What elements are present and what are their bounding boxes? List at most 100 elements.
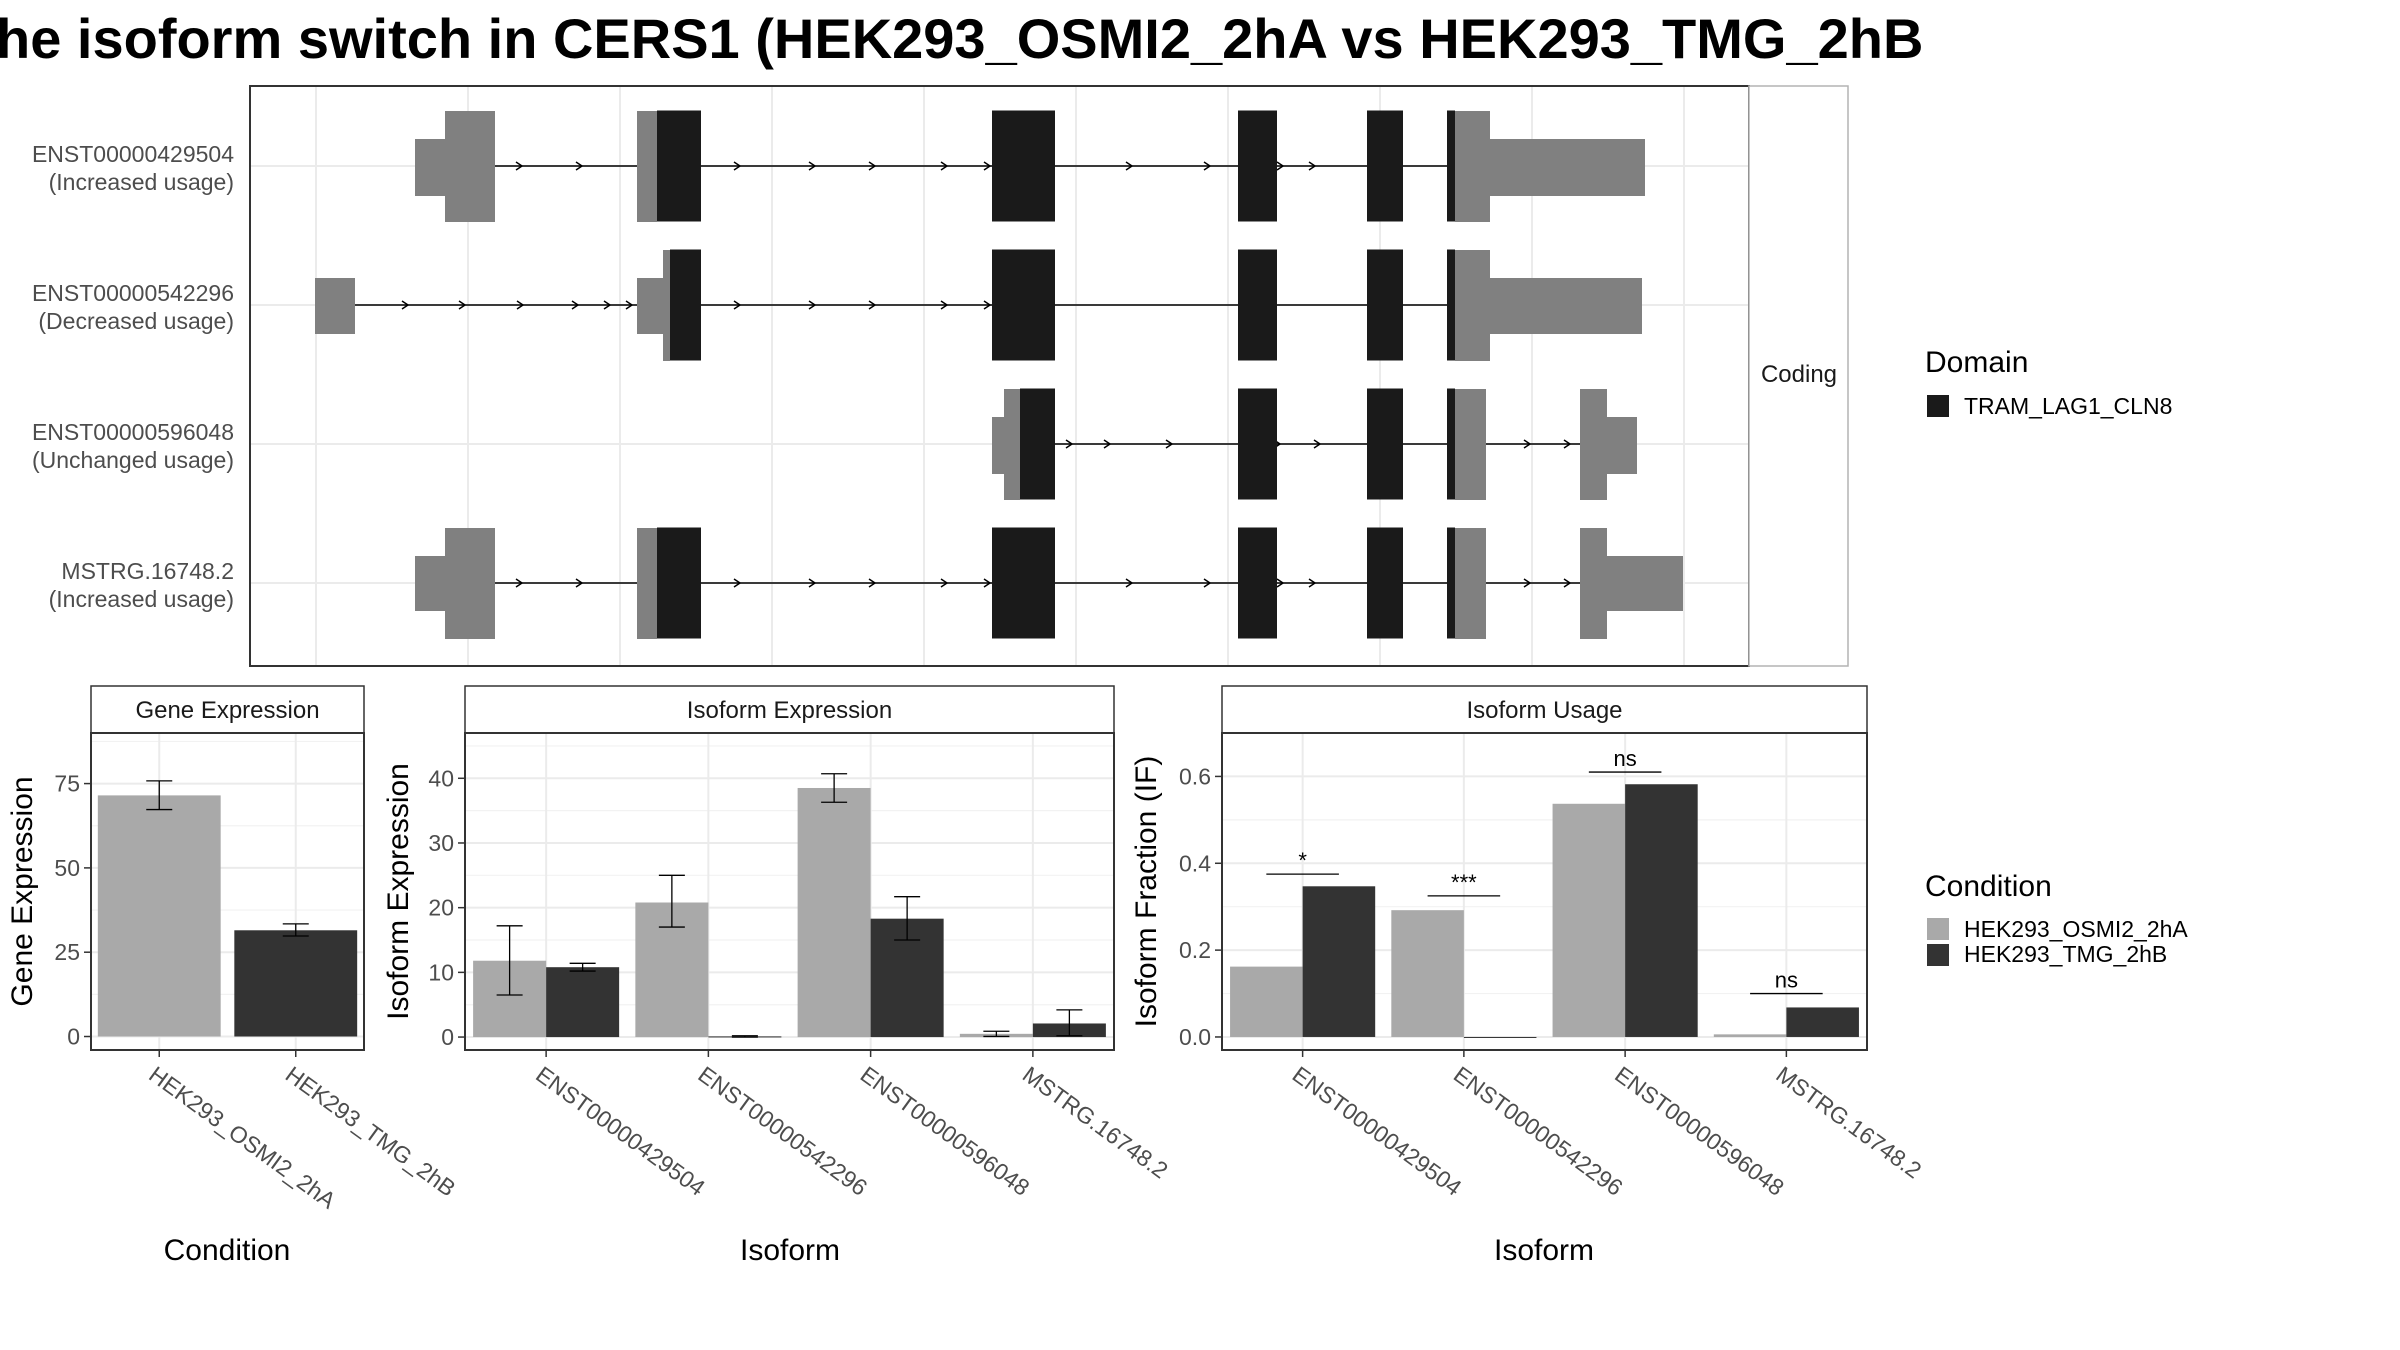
bar (1391, 910, 1464, 1037)
panel-border (464, 732, 1115, 1051)
y-tick-label: 0.4 (1179, 850, 1211, 876)
intron-arrow (1103, 439, 1112, 449)
panel-strip (1221, 685, 1868, 734)
bar (797, 787, 871, 1038)
x-tick-label: ENST00000596048 (1610, 1061, 1789, 1201)
utr-exon (1004, 389, 1020, 500)
bar (97, 795, 221, 1037)
intron-arrow (515, 161, 524, 171)
y-tick-label: 25 (54, 939, 80, 965)
intron-arrow (575, 161, 584, 171)
intron-arrow (983, 300, 992, 310)
intron-arrow (1523, 439, 1532, 449)
utr-exon (1580, 389, 1607, 500)
domain-exon (1020, 388, 1055, 500)
y-tick-label: 10 (428, 959, 454, 985)
coding-strip: Coding (1748, 85, 1849, 667)
domain-exon (1367, 527, 1403, 639)
intron-arrow (1125, 161, 1134, 171)
panel-title: Isoform Expression (687, 697, 892, 724)
intron-arrow (515, 578, 524, 588)
y-tick-label: 0.2 (1179, 937, 1211, 963)
intron-arrow (1563, 439, 1572, 449)
domain-exon (1447, 527, 1455, 639)
x-tick-label: ENST00000429504 (1288, 1061, 1467, 1201)
utr-exon (637, 278, 663, 334)
utr-exon (992, 417, 1004, 474)
intron-arrow (1065, 439, 1074, 449)
condition-legend-swatch-b (1927, 944, 1949, 966)
condition-legend-item-a: HEK293_OSMI2_2hA (1964, 916, 2188, 942)
bar (1786, 1007, 1859, 1037)
intron-arrow (808, 578, 817, 588)
intron-arrow (516, 300, 525, 310)
intron-arrow (575, 578, 584, 588)
isoform-label-id: MSTRG.16748.2 (61, 558, 234, 584)
intron-arrow (983, 578, 992, 588)
x-axis-title: Isoform (1494, 1234, 1594, 1267)
isoform-label-status: (Increased usage) (49, 586, 234, 612)
utr-exon (1455, 389, 1486, 500)
condition-legend-title: Condition (1925, 870, 2052, 903)
bar (546, 967, 620, 1038)
domain-exon (1447, 110, 1455, 222)
utr-exon (637, 528, 657, 639)
domain-exon (992, 110, 1055, 222)
x-axis-title: Condition (164, 1234, 291, 1267)
y-tick-label: 20 (428, 895, 454, 921)
domain-exon (992, 527, 1055, 639)
x-axis-title: Isoform (740, 1234, 840, 1267)
condition-legend: Condition HEK293_OSMI2_2hA HEK293_TMG_2h… (1925, 870, 2188, 967)
intron-arrow (571, 300, 580, 310)
intron-arrow (868, 161, 877, 171)
intron-arrow (808, 161, 817, 171)
intron-arrow (808, 300, 817, 310)
intron-arrow (1308, 161, 1317, 171)
utr-exon (445, 111, 495, 222)
bar (1713, 1034, 1787, 1037)
utr-exon (663, 250, 670, 361)
bar (234, 930, 358, 1037)
y-tick-label: 0 (441, 1024, 454, 1050)
transcript-structure-panel: ENST00000429504 (Increased usage) ENST0000… (32, 85, 1750, 667)
utr-exon (1607, 417, 1637, 474)
intron-arrow (1276, 578, 1285, 588)
condition-legend-swatch-a (1927, 918, 1949, 940)
domain-exon (1367, 388, 1403, 500)
intron-arrow (983, 161, 992, 171)
domain-exon (1367, 110, 1403, 222)
transcript-MSTRG.16748.2: MSTRG.16748.2(Increased usage) (49, 527, 1683, 639)
intron-arrow (603, 300, 612, 310)
domain-exon (1238, 249, 1277, 361)
isoform-label-id: ENST00000429504 (32, 141, 234, 167)
utr-exon (637, 111, 657, 222)
x-tick-label: ENST00000542296 (693, 1061, 872, 1201)
domain-exon (1238, 110, 1277, 222)
intron-arrow (1276, 161, 1285, 171)
domain-exon (1238, 527, 1277, 639)
x-tick-label: ENST00000429504 (531, 1061, 710, 1201)
isoform-label-id: ENST00000542296 (32, 280, 234, 306)
utr-exon (415, 556, 445, 611)
y-tick-label: 0.0 (1179, 1024, 1211, 1050)
y-axis-title: Isoform Fraction (IF) (1130, 756, 1163, 1028)
utr-exon (1455, 111, 1490, 222)
bar (1302, 886, 1376, 1037)
panel-isoform-usage: Isoform Usage0.00.20.40.6****nsnsENST000… (1130, 685, 1926, 1267)
y-tick-label: 0 (67, 1024, 80, 1050)
domain-legend: Domain TRAM_LAG1_CLN8 (1925, 346, 2172, 419)
domain-exon (1367, 249, 1403, 361)
panel-title: Gene Expression (135, 697, 319, 724)
domain-exon (657, 527, 701, 639)
y-tick-label: 0.6 (1179, 763, 1211, 789)
intron-arrow (1203, 161, 1212, 171)
domain-exon (1447, 249, 1455, 361)
panel-border (90, 732, 365, 1051)
intron-arrow (401, 300, 410, 310)
intron-arrow (625, 300, 634, 310)
intron-arrow (868, 578, 877, 588)
y-tick-label: 75 (54, 771, 80, 797)
y-tick-label: 30 (428, 830, 454, 856)
x-tick-label: MSTRG.16748.2 (1771, 1061, 1926, 1183)
